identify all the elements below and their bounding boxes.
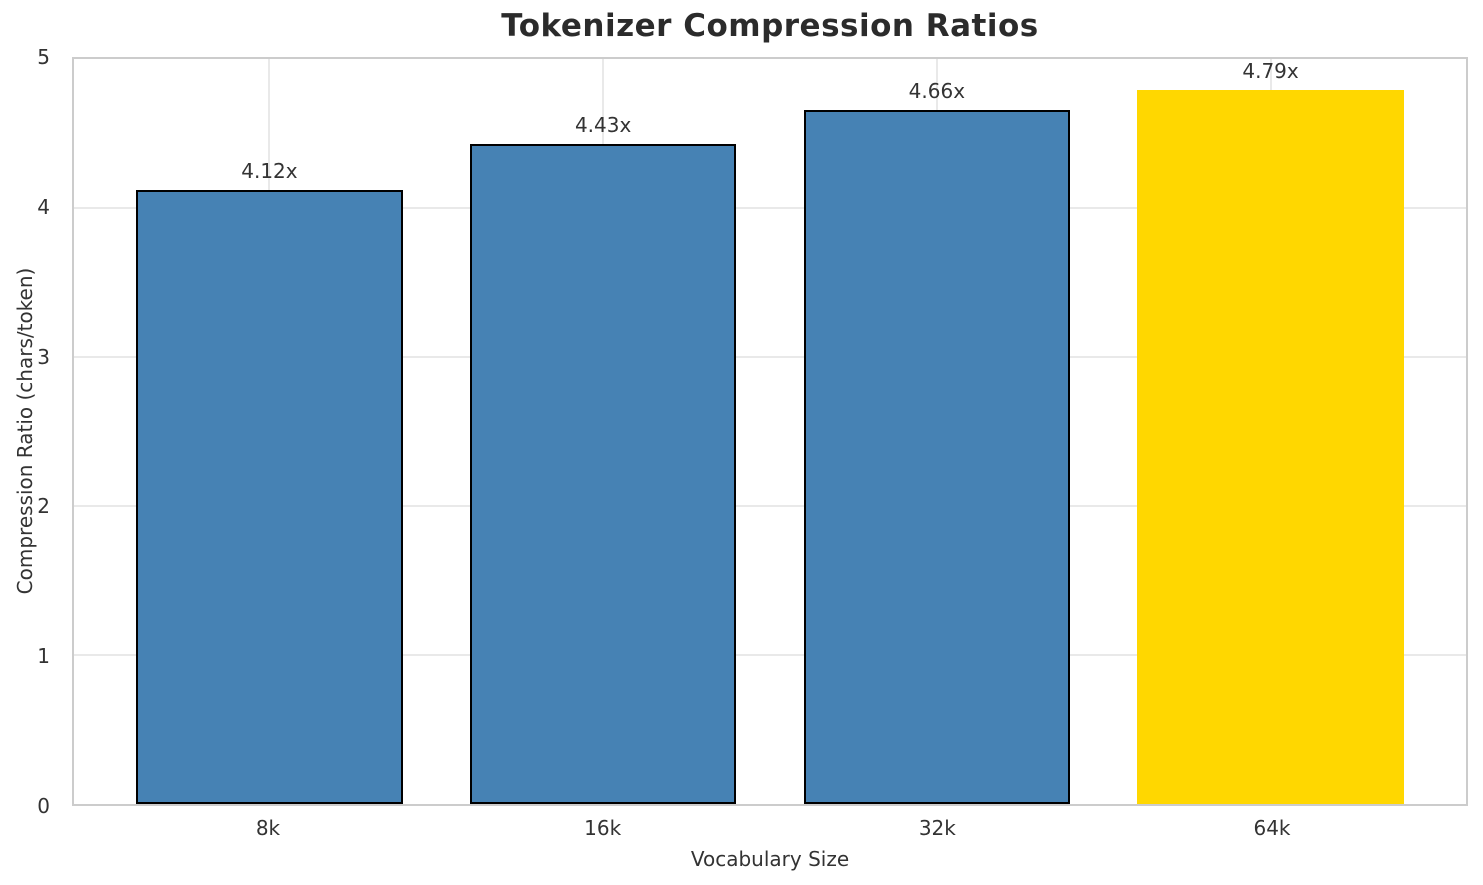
y-tick-label: 3 xyxy=(37,344,50,369)
y-tick-labels: 0 1 2 3 4 5 xyxy=(0,47,58,816)
h-gridline xyxy=(74,505,1466,507)
h-gridline xyxy=(74,654,1466,656)
y-tick-label: 4 xyxy=(37,194,50,219)
x-tick-label: 32k xyxy=(918,816,956,840)
y-tick-label: 0 xyxy=(37,794,50,818)
bar-value-label: 4.79x xyxy=(1242,59,1299,84)
bars-container: 4.12x 4.43x 4.66x 4.79x xyxy=(74,59,1466,804)
y-tick-label: 2 xyxy=(37,494,50,519)
chart-title: Tokenizer Compression Ratios xyxy=(501,8,1039,44)
bar-32k xyxy=(803,109,1070,804)
y-tick-label: 1 xyxy=(37,644,50,669)
h-gridline xyxy=(74,356,1466,358)
bar-64k xyxy=(1137,90,1404,804)
bar-value-label: 4.12x xyxy=(241,159,298,184)
bar-16k xyxy=(470,143,737,804)
bar-value-label: 4.66x xyxy=(908,78,966,103)
y-tick-label: 5 xyxy=(37,45,50,69)
plot-area: 4.12x 4.43x 4.66x 4.79x xyxy=(72,57,1468,806)
x-axis-label: Vocabulary Size xyxy=(690,847,850,871)
h-gridline xyxy=(74,207,1466,209)
bar-8k xyxy=(136,190,403,804)
x-tick-label: 8k xyxy=(255,816,281,840)
x-tick-labels: 8k 16k 32k 64k xyxy=(72,816,1468,842)
x-tick-label: 16k xyxy=(584,816,622,840)
x-tick-label: 64k xyxy=(1253,816,1291,840)
bar-value-label: 4.43x xyxy=(574,112,632,137)
